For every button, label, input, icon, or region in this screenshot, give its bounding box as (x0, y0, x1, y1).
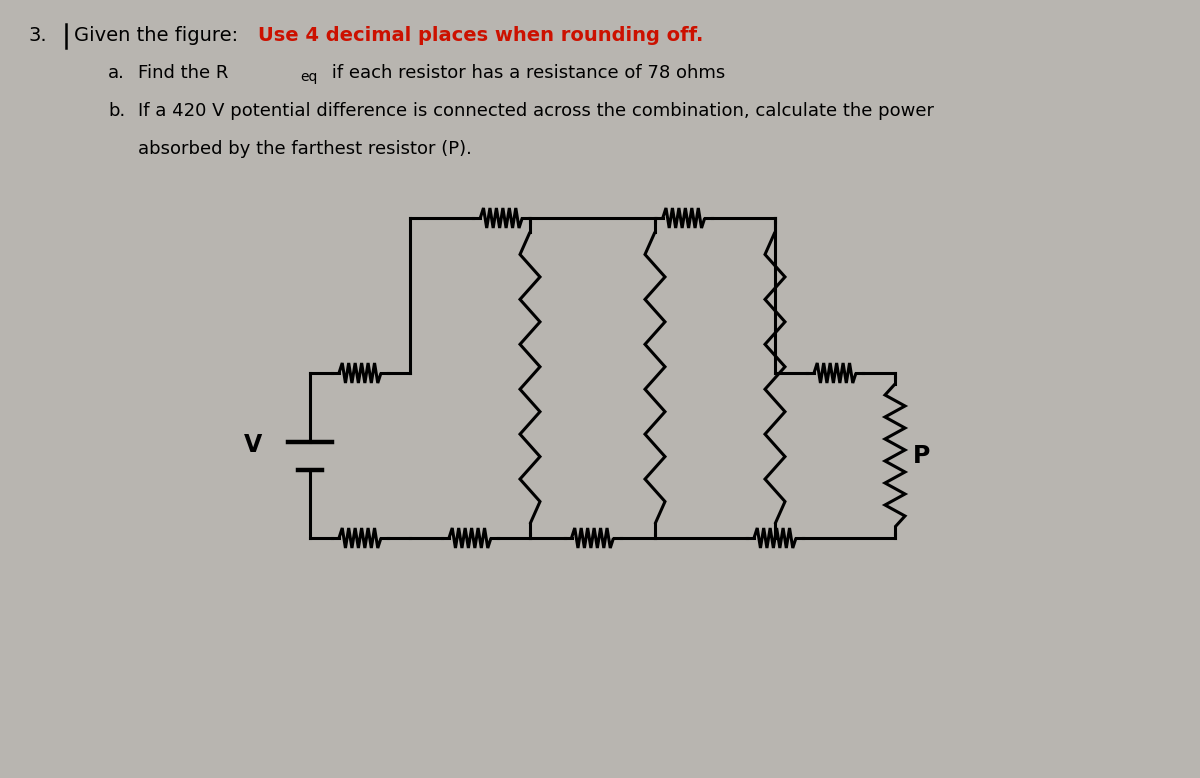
Text: V: V (244, 433, 262, 457)
Text: Find the R: Find the R (138, 64, 228, 82)
Text: Use 4 decimal places when rounding off.: Use 4 decimal places when rounding off. (258, 26, 703, 45)
Text: absorbed by the farthest resistor (P).: absorbed by the farthest resistor (P). (138, 140, 472, 158)
Text: 3.: 3. (28, 26, 47, 45)
Text: b.: b. (108, 102, 125, 120)
Text: If a 420 V potential difference is connected across the combination, calculate t: If a 420 V potential difference is conne… (138, 102, 934, 120)
Text: eq: eq (300, 70, 317, 84)
Text: a.: a. (108, 64, 125, 82)
Text: Given the figure:: Given the figure: (74, 26, 245, 45)
Text: P: P (913, 443, 930, 468)
Text: if each resistor has a resistance of 78 ohms: if each resistor has a resistance of 78 … (326, 64, 725, 82)
